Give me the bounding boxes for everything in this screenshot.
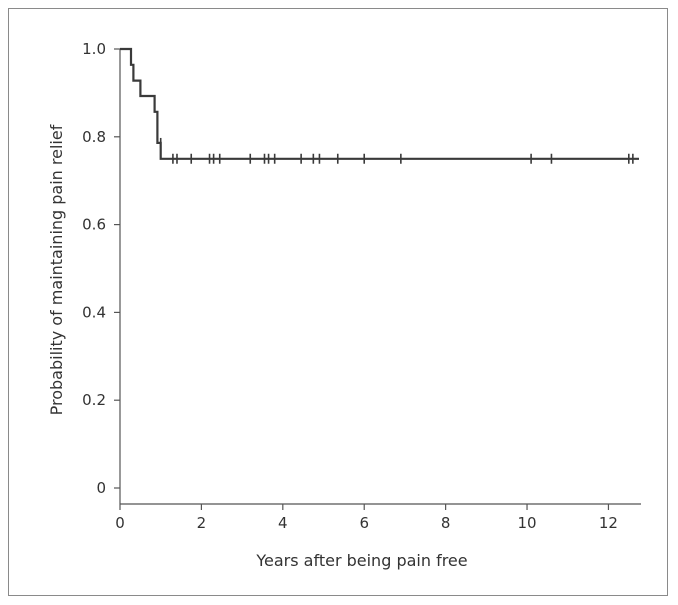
x-tick-label: 10 [517, 514, 536, 532]
y-tick-label: 0.2 [82, 391, 106, 409]
y-axis-title: Probability of maintaining pain relief [47, 124, 66, 415]
series [120, 47, 639, 164]
x-axis-title: Years after being pain free [255, 551, 467, 570]
y-tick-label: 0 [96, 479, 106, 497]
x-tick-label: 6 [359, 514, 369, 532]
x-tick-label: 12 [599, 514, 618, 532]
axes [119, 49, 641, 505]
survival-step-line [120, 47, 639, 160]
x-tick-label: 8 [441, 514, 451, 532]
ticks: 0 0.2 0.4 0.6 0.8 1.0 0 2 4 6 8 10 12 [82, 40, 618, 532]
x-tick-label: 4 [278, 514, 288, 532]
x-tick-label: 2 [197, 514, 207, 532]
y-tick-label: 0.4 [82, 303, 106, 321]
chart-frame [8, 8, 668, 596]
y-tick-label: 0.6 [82, 216, 106, 234]
x-tick-label: 0 [115, 514, 125, 532]
y-tick-label: 1.0 [82, 40, 106, 58]
y-tick-label: 0.8 [82, 128, 106, 146]
